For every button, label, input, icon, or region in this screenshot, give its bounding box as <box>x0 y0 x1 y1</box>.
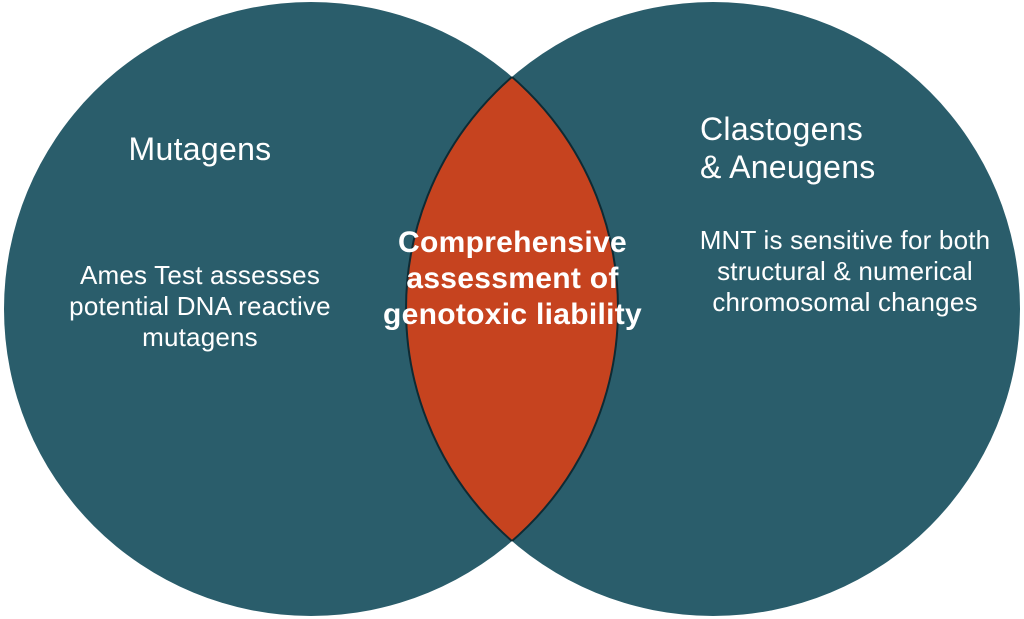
center-title: Comprehensive assessment of genotoxic li… <box>380 225 645 333</box>
left-body: Ames Test assesses potential DNA reactiv… <box>55 260 345 354</box>
venn-diagram: Mutagens Ames Test assesses potential DN… <box>0 0 1024 619</box>
right-title: Clastogens& Aneugens <box>700 110 980 187</box>
right-body: MNT is sensitive for both structural & n… <box>695 225 995 319</box>
left-title: Mutagens <box>60 130 340 168</box>
